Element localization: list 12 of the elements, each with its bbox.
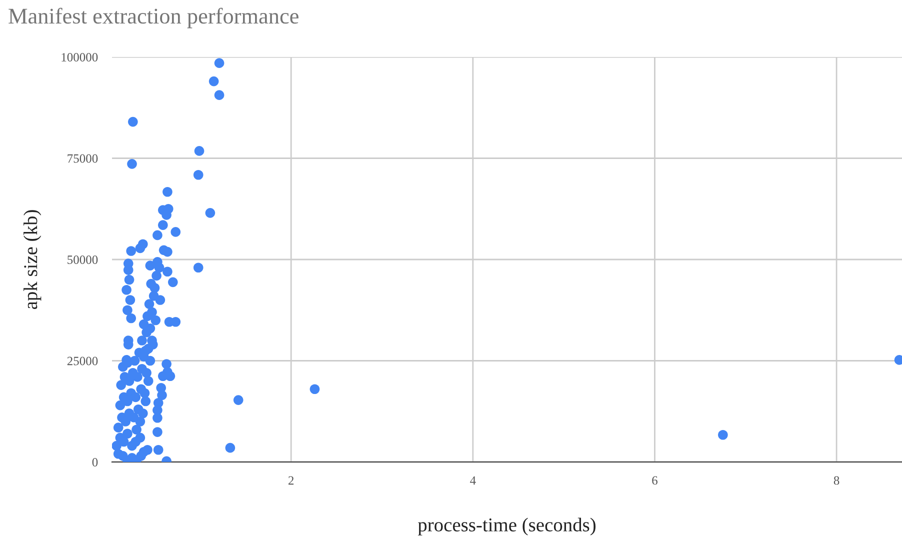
x-tick-label: 6: [652, 476, 658, 485]
y-tick-label: 25000: [67, 356, 98, 366]
y-tick-label: 75000: [68, 154, 98, 163]
x-tick-label: 8: [834, 476, 840, 485]
y-tick-label: 50000: [68, 256, 98, 264]
y-axis-title: apk size (kb): [24, 210, 42, 310]
y-tick-label: 0: [92, 458, 98, 466]
y-tick-label: 100000: [62, 53, 98, 62]
x-tick-label: 4: [470, 476, 476, 485]
x-tick-label: 2: [288, 476, 294, 485]
chart-title: Manifest extraction performance: [8, 8, 298, 28]
x-axis-title: process-time (seconds): [418, 518, 596, 536]
